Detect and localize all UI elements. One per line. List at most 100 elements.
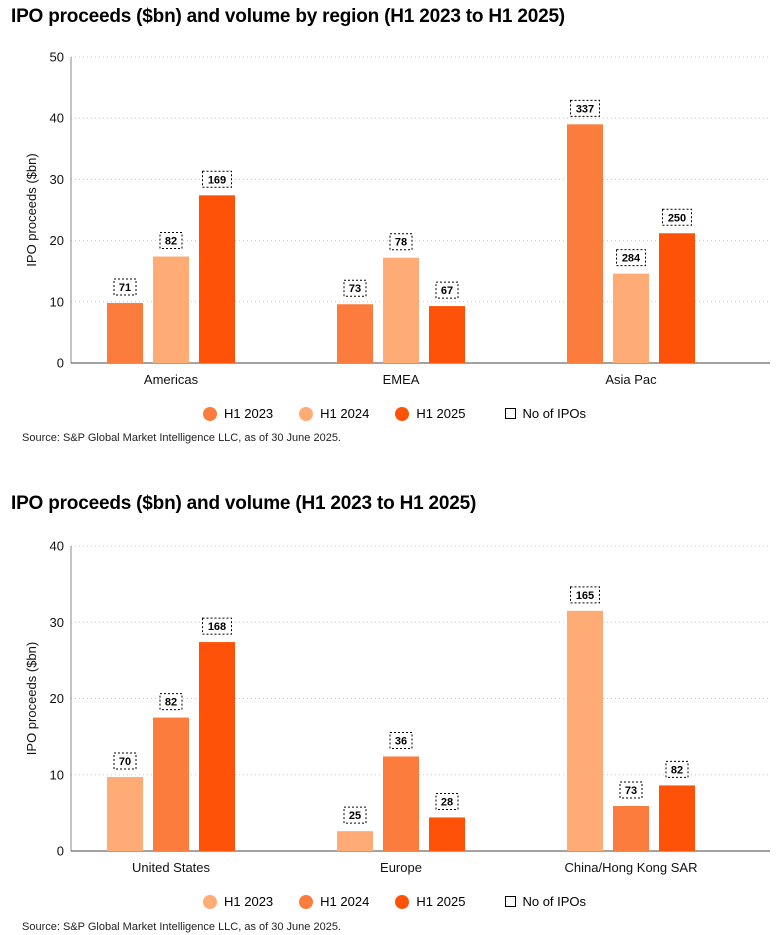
y-tick-label: 10 bbox=[50, 767, 64, 782]
chart-2: IPO proceeds ($bn) and volume (H1 2023 t… bbox=[0, 487, 779, 935]
legend-item-series-1: H1 2023 bbox=[203, 406, 273, 421]
ipo-count-label: 36 bbox=[395, 735, 407, 747]
legend-swatch bbox=[203, 894, 217, 909]
chart-plot-area: 0 10 20 30 40 IPO proceeds ($bn) 70 82 168 United… bbox=[24, 539, 770, 875]
ipo-count-box bbox=[435, 281, 459, 299]
ipo-count-box bbox=[665, 760, 689, 778]
x-tick-label: China/Hong Kong SAR bbox=[565, 860, 698, 875]
ipo-count-box bbox=[343, 806, 367, 824]
ipo-count-box bbox=[570, 99, 600, 117]
ipo-count-box bbox=[159, 693, 183, 711]
ipo-count-label: 82 bbox=[165, 697, 177, 709]
legend-item-series-3: H1 2025 bbox=[395, 406, 465, 421]
legend-square-icon bbox=[505, 896, 517, 907]
bar bbox=[429, 817, 465, 851]
bar bbox=[199, 195, 235, 363]
chart-1: IPO proceeds ($bn) and volume by region … bbox=[0, 0, 779, 460]
chart-plot-area: 0 10 20 30 40 50 IPO proceeds ($bn) 71 82 169 Amer… bbox=[24, 50, 770, 387]
chart-title: IPO proceeds ($bn) and volume (H1 2023 t… bbox=[11, 493, 477, 514]
y-tick-label: 10 bbox=[50, 294, 64, 309]
legend-label: H1 2023 bbox=[224, 894, 274, 909]
legend-label: No of IPOs bbox=[522, 406, 587, 421]
ipo-count-box bbox=[619, 781, 643, 799]
y-tick-label: 40 bbox=[50, 539, 64, 554]
ipo-count-box bbox=[113, 278, 137, 296]
x-tick-label: Americas bbox=[144, 372, 199, 387]
legend-item-ipo-count: No of IPOs bbox=[505, 406, 586, 421]
legend-swatch bbox=[299, 894, 314, 909]
chart-title: IPO proceeds ($bn) and volume by region … bbox=[11, 6, 565, 27]
ipo-count-label: 82 bbox=[165, 236, 177, 248]
ipo-count-label: 337 bbox=[576, 103, 594, 115]
ipo-count-label: 28 bbox=[441, 796, 453, 808]
legend-swatch bbox=[203, 406, 217, 421]
source-note: Source: S&P Global Market Intelligence L… bbox=[22, 432, 341, 444]
source-note: Source: S&P Global Market Intelligence L… bbox=[22, 921, 341, 933]
bar bbox=[613, 806, 649, 851]
legend-item-series-1: H1 2023 bbox=[203, 894, 273, 909]
legend-label: H1 2023 bbox=[224, 406, 274, 421]
legend-label: H1 2025 bbox=[416, 406, 466, 421]
legend-item-series-2: H1 2024 bbox=[299, 406, 369, 421]
ipo-count-box bbox=[113, 752, 137, 770]
bar bbox=[567, 124, 603, 363]
legend-square-icon bbox=[505, 408, 517, 419]
bar bbox=[383, 756, 419, 851]
legend-item-series-3: H1 2025 bbox=[395, 894, 465, 909]
bar bbox=[613, 273, 649, 363]
ipo-count-label: 169 bbox=[208, 174, 226, 186]
bar bbox=[659, 785, 695, 851]
bar bbox=[383, 257, 419, 363]
legend-swatch bbox=[395, 406, 410, 421]
ipo-count-label: 250 bbox=[668, 212, 686, 224]
bar bbox=[337, 831, 373, 851]
y-tick-label: 30 bbox=[50, 172, 64, 187]
y-axis-title: IPO proceeds ($bn) bbox=[24, 153, 39, 266]
bar bbox=[429, 306, 465, 363]
ipo-count-box bbox=[616, 249, 646, 267]
ipo-count-label: 73 bbox=[349, 283, 361, 295]
legend-label: H1 2024 bbox=[320, 406, 370, 421]
ipo-count-label: 165 bbox=[576, 590, 594, 602]
ipo-count-box bbox=[202, 617, 232, 635]
ipo-count-label: 78 bbox=[395, 237, 407, 249]
ipo-count-label: 70 bbox=[119, 756, 131, 768]
bar bbox=[153, 717, 189, 851]
ipo-count-label: 82 bbox=[671, 764, 683, 776]
bar bbox=[337, 304, 373, 363]
legend-swatch bbox=[395, 894, 410, 909]
ipo-count-label: 71 bbox=[119, 282, 131, 294]
ipo-count-label: 67 bbox=[441, 285, 453, 297]
x-tick-label: Asia Pac bbox=[605, 372, 657, 387]
y-tick-label: 50 bbox=[50, 50, 64, 65]
ipo-count-box bbox=[159, 232, 183, 250]
y-tick-label: 0 bbox=[57, 844, 64, 859]
ipo-count-label: 25 bbox=[349, 810, 361, 822]
y-tick-label: 20 bbox=[50, 233, 64, 248]
legend-item-series-2: H1 2024 bbox=[299, 894, 369, 909]
y-tick-label: 0 bbox=[57, 356, 64, 371]
ipo-count-box bbox=[389, 731, 413, 749]
bar bbox=[153, 256, 189, 363]
bar bbox=[107, 777, 143, 851]
y-axis-title: IPO proceeds ($bn) bbox=[24, 642, 39, 755]
ipo-count-box bbox=[202, 170, 232, 188]
x-tick-label: Europe bbox=[380, 860, 422, 875]
ipo-count-box bbox=[570, 586, 600, 604]
bar bbox=[659, 233, 695, 363]
y-tick-label: 20 bbox=[50, 691, 64, 706]
ipo-count-label: 168 bbox=[208, 621, 226, 633]
legend-label: H1 2024 bbox=[320, 894, 370, 909]
bar bbox=[567, 610, 603, 851]
ipo-count-label: 284 bbox=[622, 253, 641, 265]
legend-label: H1 2025 bbox=[416, 894, 466, 909]
legend-label: No of IPOs bbox=[522, 894, 587, 909]
ipo-count-box bbox=[435, 792, 459, 810]
bar bbox=[107, 303, 143, 363]
legend-swatch bbox=[299, 406, 314, 421]
chart-legend: H1 2023 H1 2024 H1 2025 No of IPOs bbox=[203, 406, 612, 421]
y-tick-label: 30 bbox=[50, 615, 64, 630]
y-tick-label: 40 bbox=[50, 111, 64, 126]
ipo-count-label: 73 bbox=[625, 785, 637, 797]
x-tick-label: EMEA bbox=[383, 372, 420, 387]
